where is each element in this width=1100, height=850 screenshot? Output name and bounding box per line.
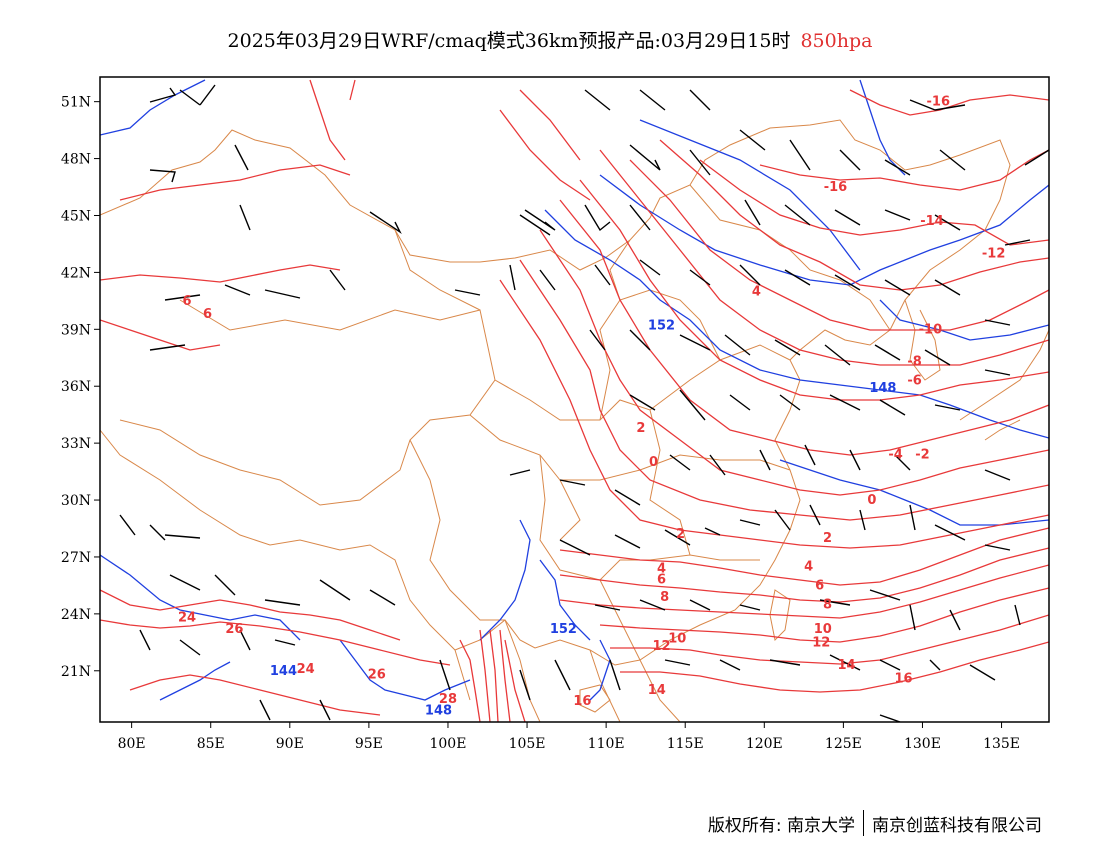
temperature-contour-label: 4 <box>752 284 761 299</box>
lat-tick-label: 21N <box>61 664 91 680</box>
temperature-contour-label: 6 <box>815 578 824 593</box>
temperature-contours <box>100 79 1049 722</box>
lon-tick-label: 120E <box>746 736 783 752</box>
lat-tick-label: 51N <box>61 95 91 111</box>
temperature-contour-label: 26 <box>225 622 243 637</box>
lon-tick-label: 115E <box>667 736 704 752</box>
height-contour-label: 152 <box>550 622 577 637</box>
inner-boundary-2 <box>394 229 481 311</box>
temperature-contour-label: 6 <box>182 294 191 309</box>
temperature-contour-label: 2 <box>676 527 685 542</box>
temperature-contour-label: 0 <box>867 493 876 508</box>
japan-outline <box>959 329 1049 441</box>
temperature-contour-label: 28 <box>439 692 457 707</box>
lon-tick-label: 105E <box>509 736 546 752</box>
temperature-contour-label: 24 <box>178 611 196 626</box>
height-contour-label: 152 <box>648 319 675 334</box>
inner-boundary-5 <box>409 439 505 621</box>
lat-tick-label: 42N <box>61 265 91 281</box>
map-title: 2025年03月29日WRF/cmaq模式36km预报产品:03月29日15时 8… <box>0 26 1100 53</box>
temperature-contour-label: 8 <box>823 597 832 612</box>
title-main: 2025年03月29日WRF/cmaq模式36km预报产品:03月29日15时 <box>227 30 791 52</box>
lon-tick-label: 125E <box>825 736 862 752</box>
lat-tick-label: 36N <box>61 379 91 395</box>
inner-boundary-1 <box>119 299 496 506</box>
temperature-contour-label: 12 <box>652 639 670 654</box>
temperature-contour-label: -16 <box>824 180 848 195</box>
inner-boundary-9 <box>689 184 891 331</box>
lat-tick-label: 45N <box>61 208 91 224</box>
inner-boundary-4 <box>469 414 791 481</box>
inner-boundary-11 <box>559 479 581 541</box>
inner-boundary-12 <box>599 579 641 661</box>
temperature-contour-label: 6 <box>203 307 212 322</box>
temperature-contour-label: 2 <box>636 421 645 436</box>
footer-separator <box>863 810 864 836</box>
lat-tick-label: 33N <box>61 436 91 452</box>
map-frame <box>99 76 1050 723</box>
temperature-contour-label: 0 <box>649 455 658 470</box>
height-contours <box>100 79 1049 701</box>
temperature-contour-label: 10 <box>814 622 832 637</box>
footer-credits: 版权所有: 南京大学 南京创蓝科技有限公司 <box>708 810 1042 836</box>
lat-tick-label: 48N <box>61 152 91 168</box>
lon-tick-label: 80E <box>118 736 146 752</box>
lon-tick-label: 95E <box>355 736 383 752</box>
inner-boundary-3 <box>494 344 791 421</box>
hainan-outline <box>579 684 611 713</box>
temperature-contour-label: 24 <box>297 662 315 677</box>
height-contour-label: 148 <box>869 381 896 396</box>
lat-tick-label: 39N <box>61 322 91 338</box>
temperature-contour-label: 8 <box>660 590 669 605</box>
temperature-contour-label: -4 <box>888 448 902 463</box>
temperature-contour-label: 16 <box>894 671 912 686</box>
temperature-contour-label: 4 <box>804 559 813 574</box>
lat-tick-label: 30N <box>61 493 91 509</box>
pressure-level-label: 850hpa <box>800 30 873 52</box>
temperature-contour-label: 6 <box>657 573 666 588</box>
inner-boundary-10 <box>649 409 691 556</box>
lat-tick-label: 24N <box>61 607 91 623</box>
temperature-contour-label: -10 <box>919 322 943 337</box>
temperature-contour-label: 26 <box>368 668 386 683</box>
temperature-contour-label: 12 <box>812 635 830 650</box>
temperature-contour-label: 16 <box>573 694 591 709</box>
lat-tick-label: 27N <box>61 550 91 566</box>
temperature-contour-label: 14 <box>648 683 666 698</box>
temperature-contour-label: -16 <box>927 95 951 110</box>
copyright-text: 版权所有: 南京大学 <box>707 815 855 836</box>
temperature-contour-label: 2 <box>823 531 832 546</box>
lon-tick-label: 100E <box>429 736 466 752</box>
height-contour-label: 148 <box>425 704 452 719</box>
temperature-contour-label: 28 <box>146 732 164 747</box>
lon-tick-label: 110E <box>588 736 625 752</box>
temperature-contour-label: 10 <box>668 632 686 647</box>
map-background <box>100 77 1049 722</box>
temperature-contour-label: -2 <box>915 448 929 463</box>
boundaries <box>100 119 1049 722</box>
indochina-outline <box>454 619 681 722</box>
inner-boundary-6 <box>539 454 760 581</box>
wind-barbs <box>119 84 1049 722</box>
temperature-contour-label: 4 <box>657 561 666 576</box>
temperature-contour-label: -14 <box>920 214 944 229</box>
temperature-contour-label: -8 <box>907 355 921 370</box>
lon-tick-label: 135E <box>983 736 1020 752</box>
inner-boundary-7 <box>599 289 721 421</box>
height-contour-label: 144 <box>270 664 297 679</box>
longitude-axis: 80E 85E 90E 95E 100E 105E 110E 115E 120E 125E 130E… <box>118 722 1020 752</box>
temperature-contour-label: 14 <box>837 658 855 673</box>
lon-tick-label: 130E <box>904 736 941 752</box>
temperature-contour-label: -6 <box>907 374 921 389</box>
contour-labels: -16-16-14-12-10-8-6-4 -202466202468101214… <box>146 95 1006 747</box>
lon-tick-label: 90E <box>276 736 304 752</box>
latitude-axis: 21N 24N 27N 30N 33N 36N 39N 42N 45N 48N 51N <box>61 95 100 680</box>
lon-tick-label: 85E <box>197 736 225 752</box>
temperature-contour-label: -12 <box>982 246 1006 261</box>
company-name: 南京创蓝科技有限公司 <box>872 815 1042 836</box>
